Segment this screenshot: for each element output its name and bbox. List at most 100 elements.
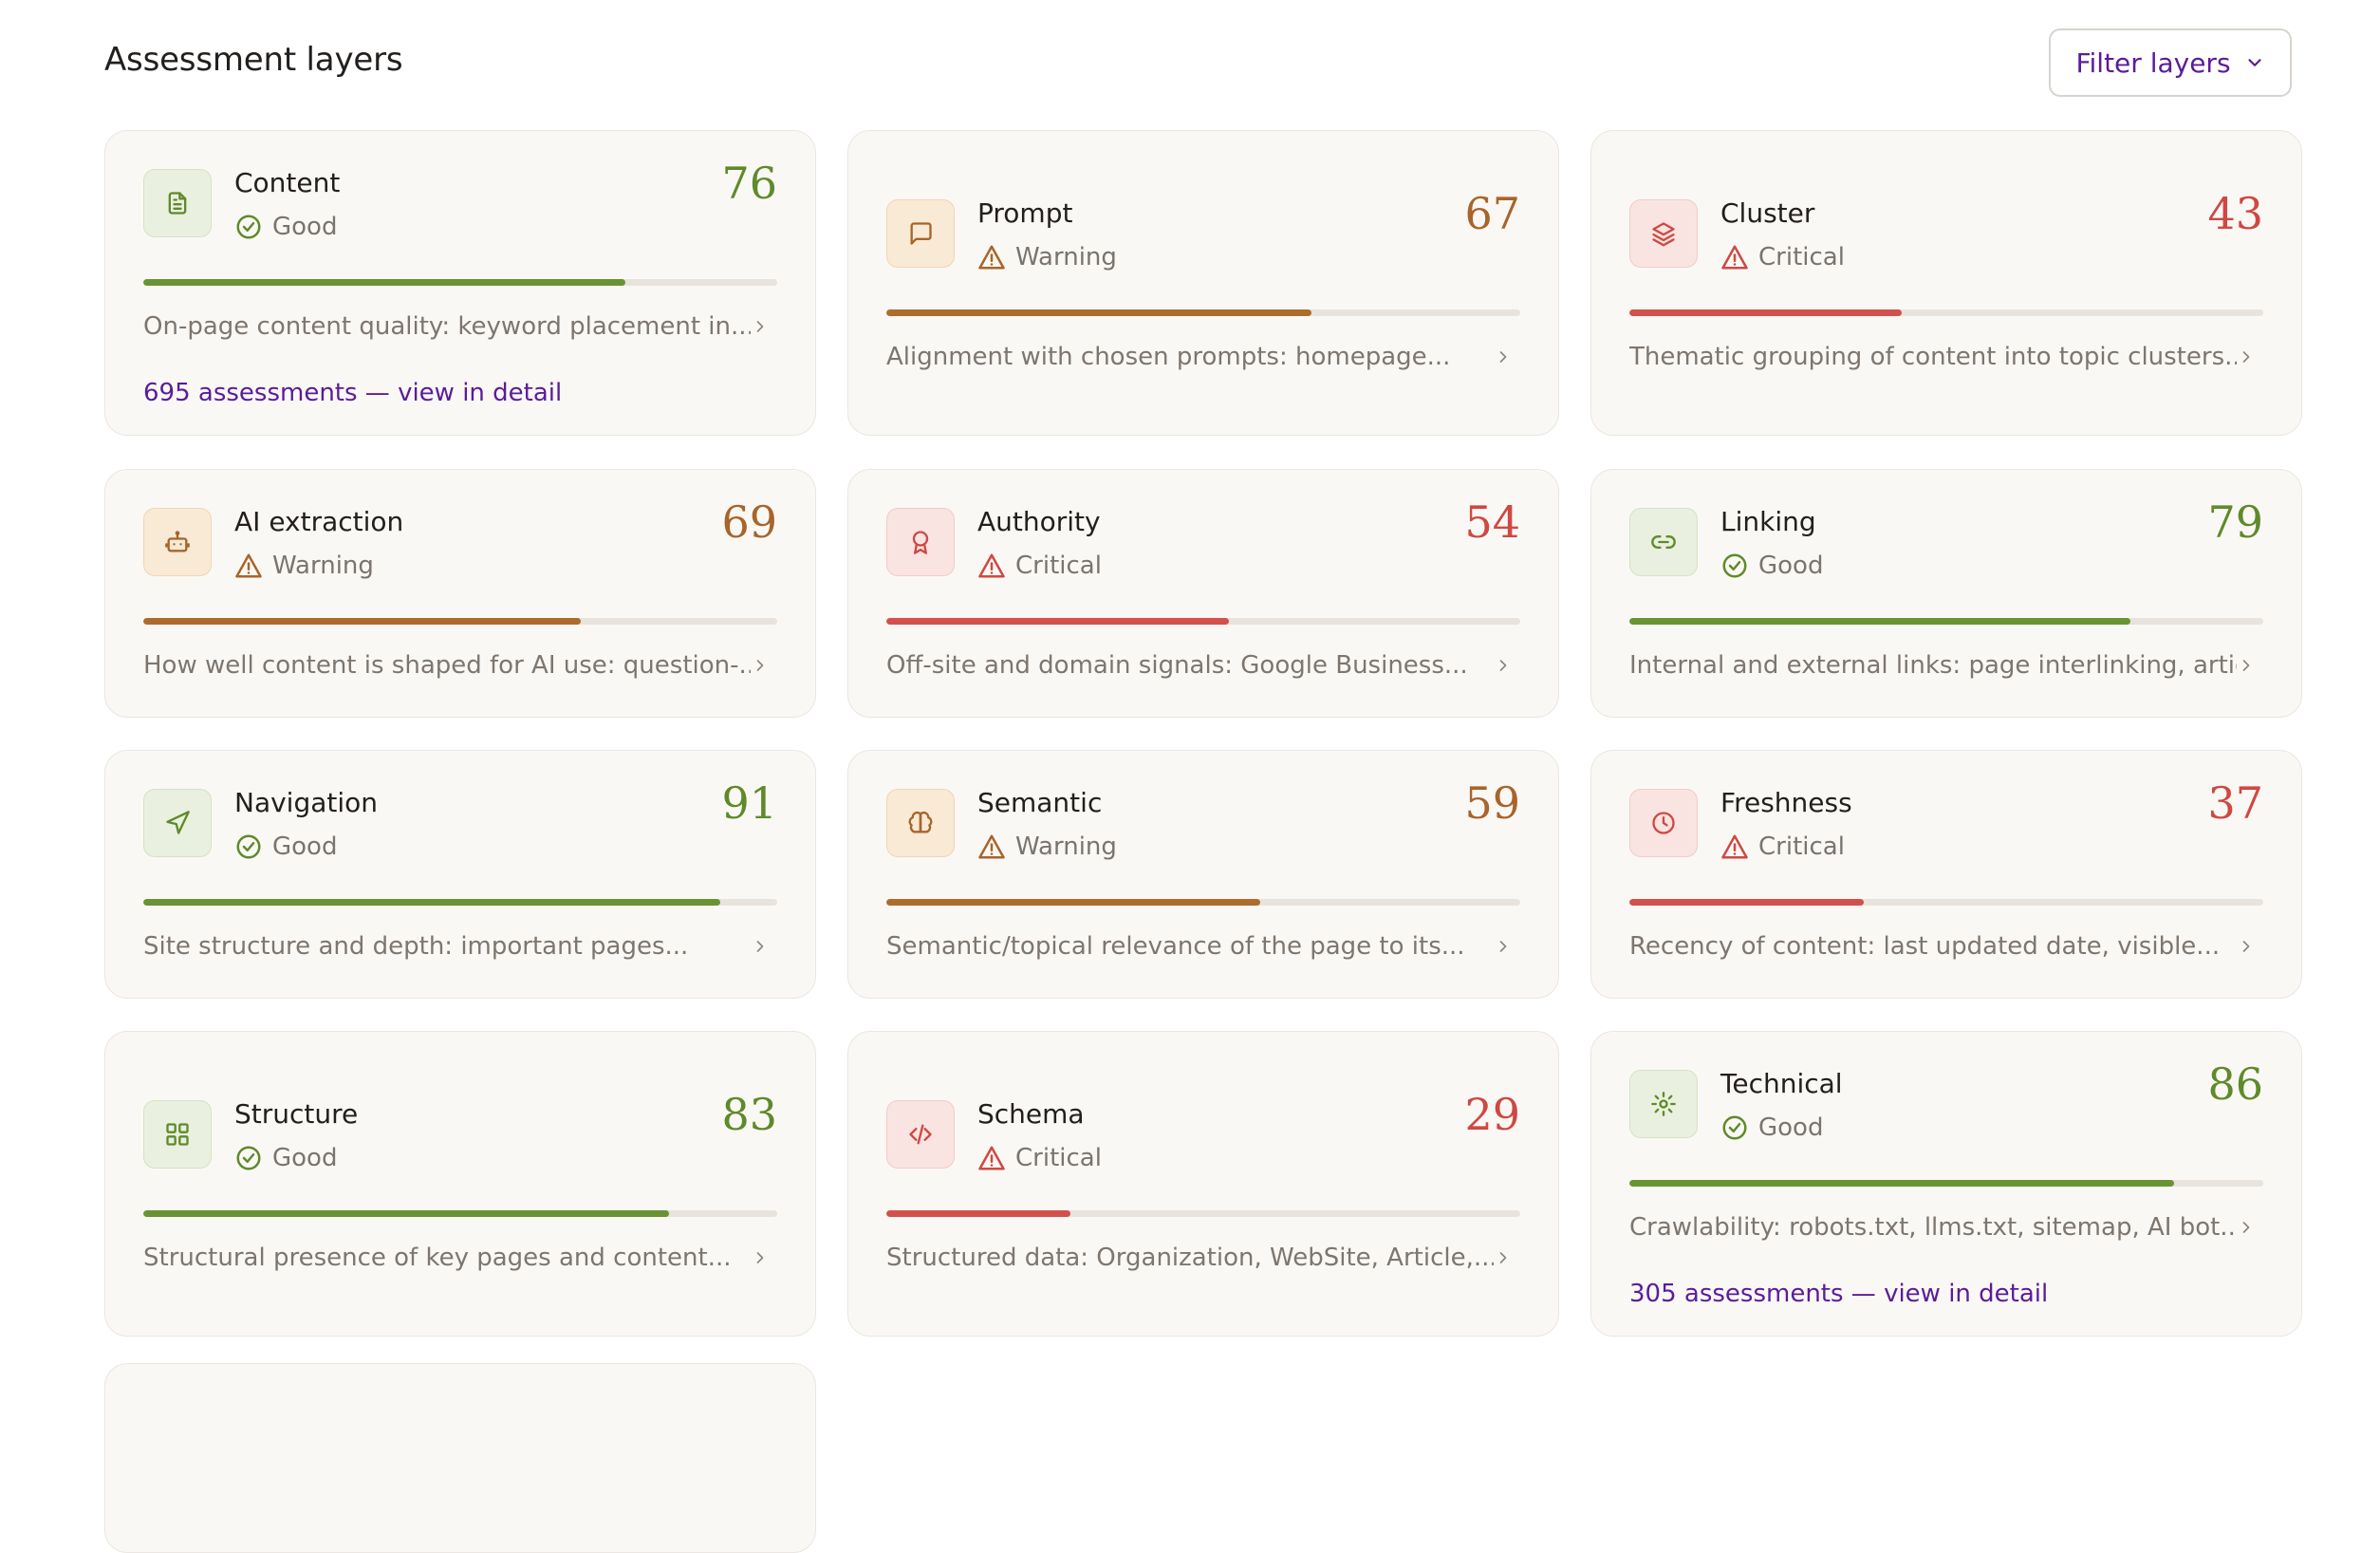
layer-description: Internal and external links: page interl… (1629, 651, 2237, 680)
layer-description-row[interactable]: Structural presence of key pages and con… (143, 1239, 777, 1277)
layer-score: 29 (1464, 1089, 1520, 1140)
layer-name: Cluster (1720, 197, 1815, 229)
score-progress-fill (886, 899, 1261, 906)
warning-triangle-icon (1721, 834, 1748, 859)
chevron-right-icon (1499, 941, 1507, 952)
layer-description-row[interactable]: On-page content quality: keyword placeme… (143, 308, 777, 346)
score-progress-fill (886, 309, 1311, 316)
gear-icon (1651, 1092, 1676, 1116)
layer-description-row[interactable]: Crawlability: robots.txt, llms.txt, site… (1629, 1208, 2263, 1246)
layer-card-technical[interactable]: Technical Good 86 Crawlability: robots.t… (1590, 1031, 2302, 1337)
layer-description-row[interactable]: Internal and external links: page interl… (1629, 646, 2263, 684)
layer-description: How well content is shaped for AI use: q… (143, 651, 751, 680)
chevron-right-icon (2242, 1222, 2250, 1233)
view-detail-link[interactable]: 695 assessments — view in detail (143, 379, 563, 407)
layer-status-label: Good (1758, 552, 1824, 580)
layer-status: Good (1720, 552, 1823, 580)
chevron-right-icon (2242, 660, 2250, 671)
layer-description-row[interactable]: Off-site and domain signals: Google Busi… (886, 646, 1520, 684)
layer-description: Structured data: Organization, WebSite, … (886, 1244, 1494, 1272)
layer-card-navigation[interactable]: Navigation Good 91 Site structure and de… (104, 750, 816, 999)
grid-icon (166, 1123, 189, 1146)
score-progress-fill (143, 1210, 670, 1217)
check-circle-icon (236, 215, 261, 239)
chat-icon-box (886, 199, 955, 268)
check-circle-icon (1722, 553, 1747, 578)
score-progress-fill (1629, 618, 2130, 625)
layer-description: Alignment with chosen prompts: homepage.… (886, 343, 1451, 371)
chevron-right-icon (756, 1252, 764, 1263)
layer-description-row[interactable]: Recency of content: last updated date, v… (1629, 927, 2263, 965)
score-progress-bar (1629, 309, 2263, 316)
score-progress-bar (1629, 899, 2263, 906)
layer-status: Warning (234, 552, 374, 580)
layer-card-schema[interactable]: Schema Critical 29 Structured data: Orga… (847, 1031, 1559, 1337)
score-progress-fill (886, 1210, 1070, 1217)
filter-layers-button[interactable]: Filter layers (2049, 28, 2292, 97)
score-progress-bar (886, 309, 1520, 316)
layer-score: 43 (2207, 188, 2263, 239)
document-icon-box (143, 169, 212, 237)
layer-status-label: Critical (1758, 833, 1845, 861)
warning-triangle-icon (1721, 245, 1748, 270)
layer-card-authority[interactable]: Authority Critical 54 Off-site and domai… (847, 469, 1559, 718)
layer-card-freshness[interactable]: Freshness Critical 37 Recency of content… (1590, 750, 2302, 999)
layer-description: Crawlability: robots.txt, llms.txt, site… (1629, 1213, 2237, 1242)
layer-card-semantic[interactable]: Semantic Warning 59 Semantic/topical rel… (847, 750, 1559, 999)
layer-description: Off-site and domain signals: Google Busi… (886, 651, 1468, 680)
layer-card-partial[interactable] (104, 1363, 816, 1553)
check-circle-icon (236, 834, 261, 859)
layer-description-row[interactable]: Alignment with chosen prompts: homepage.… (886, 338, 1520, 376)
header: Assessment layers Filter layers (104, 28, 2292, 101)
layer-card-structure[interactable]: Structure Good 83 Structural presence of… (104, 1031, 816, 1337)
layer-description-row[interactable]: Structured data: Organization, WebSite, … (886, 1239, 1520, 1277)
layer-score: 37 (2207, 777, 2263, 829)
score-progress-bar (143, 1210, 777, 1217)
layer-card-cluster[interactable]: Cluster Critical 43 Thematic grouping of… (1590, 130, 2302, 436)
chevron-right-icon (1499, 351, 1507, 363)
chat-icon (910, 222, 932, 245)
clock-icon-box (1629, 789, 1698, 857)
layer-name: Authority (977, 506, 1101, 537)
score-progress-bar (886, 618, 1520, 625)
layer-name: Content (234, 167, 341, 198)
score-progress-bar (143, 279, 777, 286)
layer-status-label: Good (272, 1144, 338, 1172)
clock-icon (1652, 812, 1675, 834)
layer-description-row[interactable]: How well content is shaped for AI use: q… (143, 646, 777, 684)
score-progress-bar (1629, 1180, 2263, 1187)
layer-status: Good (1720, 1113, 1823, 1142)
award-icon-box (886, 508, 955, 576)
layer-card-prompt[interactable]: Prompt Warning 67 Alignment with chosen … (847, 130, 1559, 436)
layer-score: 79 (2207, 496, 2263, 548)
layer-name: AI extraction (234, 506, 404, 537)
layer-description-row[interactable]: Thematic grouping of content into topic … (1629, 338, 2263, 376)
layer-status: Critical (977, 1144, 1102, 1172)
chevron-right-icon (756, 941, 764, 952)
layer-description: Site structure and depth: important page… (143, 932, 689, 961)
score-progress-bar (143, 899, 777, 906)
layer-description-row[interactable]: Semantic/topical relevance of the page t… (886, 927, 1520, 965)
layer-description-row[interactable]: Site structure and depth: important page… (143, 927, 777, 965)
layer-card-content[interactable]: Content Good 76 On-page content quality:… (104, 130, 816, 436)
layer-status-label: Good (1758, 1113, 1824, 1142)
score-progress-fill (143, 279, 625, 286)
layers-grid: Content Good 76 On-page content quality:… (104, 130, 2302, 1553)
layer-card-ai-extraction[interactable]: AI extraction Warning 69 How well conten… (104, 469, 816, 718)
layer-score: 67 (1464, 188, 1520, 239)
navigation-icon (166, 811, 190, 834)
layer-status-label: Good (272, 833, 338, 861)
layer-name: Structure (234, 1098, 359, 1130)
code-icon (909, 1124, 932, 1145)
layer-name: Prompt (977, 197, 1073, 229)
layer-score: 83 (721, 1089, 777, 1140)
layer-name: Navigation (234, 787, 379, 818)
layer-status-label: Good (272, 213, 338, 241)
gear-icon-box (1629, 1070, 1698, 1138)
layer-card-linking[interactable]: Linking Good 79 Internal and external li… (1590, 469, 2302, 718)
layer-score: 59 (1464, 777, 1520, 829)
view-detail-link[interactable]: 305 assessments — view in detail (1629, 1280, 2049, 1308)
layer-status: Warning (977, 833, 1117, 861)
score-progress-bar (1629, 618, 2263, 625)
warning-triangle-icon (978, 553, 1005, 578)
